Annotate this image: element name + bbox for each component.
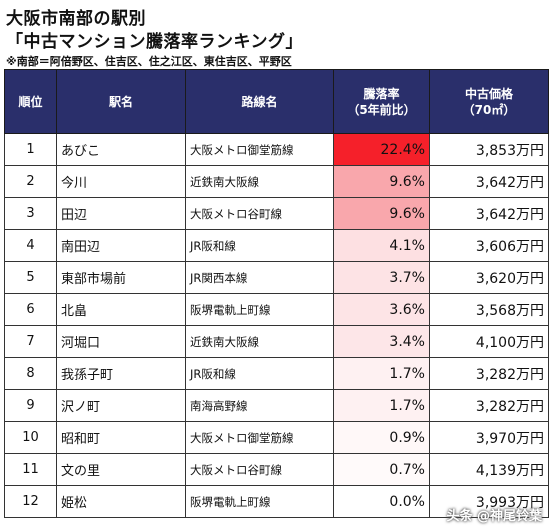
- watermark: 头条 @神尾铃葉: [446, 509, 542, 524]
- rate-cell: 3.7%: [333, 261, 430, 294]
- station-cell: 東部市場前: [56, 261, 186, 294]
- rate-cell: 9.6%: [333, 197, 430, 230]
- rank-cell: 9: [4, 389, 57, 422]
- price-cell: 3,970万円: [429, 421, 549, 454]
- rank-cell: 12: [4, 485, 57, 518]
- ranking-table: 順位 駅名 路線名 騰落率 （5年前比） 中古価格 （70㎡） 1 あびこ 大阪メト…: [4, 69, 549, 518]
- header-price: 中古価格 （70㎡）: [429, 69, 549, 134]
- rate-cell: 22.4%: [333, 133, 430, 166]
- price-cell: 3,853万円: [429, 133, 549, 166]
- table-row: 6 北畠 阪堺電軌上町線 3.6% 3,568万円: [4, 293, 549, 326]
- table-row: 10 昭和町 大阪メトロ御堂筋線 0.9% 3,970万円: [4, 421, 549, 454]
- header-rate-sub: （5年前比）: [347, 102, 416, 117]
- table-row: 2 今川 近鉄南大阪線 9.6% 3,642万円: [4, 165, 549, 198]
- station-cell: 我孫子町: [56, 357, 186, 390]
- station-cell: 今川: [56, 165, 186, 198]
- rate-cell: 3.4%: [333, 325, 430, 358]
- rank-cell: 8: [4, 357, 57, 390]
- price-cell: 3,642万円: [429, 165, 549, 198]
- price-cell: 3,282万円: [429, 389, 549, 422]
- rank-cell: 10: [4, 421, 57, 454]
- header-station: 駅名: [56, 69, 186, 134]
- rank-cell: 2: [4, 165, 57, 198]
- rate-cell: 0.0%: [333, 485, 430, 518]
- rank-cell: 7: [4, 325, 57, 358]
- page-title: 大阪市南部の駅別: [6, 9, 146, 29]
- rate-cell: 1.7%: [333, 357, 430, 390]
- table-row: 11 文の里 大阪メトロ谷町線 0.7% 4,139万円: [4, 453, 549, 486]
- line-cell: JR阪和線: [185, 229, 334, 262]
- station-cell: 昭和町: [56, 421, 186, 454]
- rank-cell: 1: [4, 133, 57, 166]
- header-price-sub: （70㎡）: [462, 102, 516, 117]
- line-cell: 大阪メトロ谷町線: [185, 453, 334, 486]
- table-row: 1 あびこ 大阪メトロ御堂筋線 22.4% 3,853万円: [4, 133, 549, 166]
- price-cell: 3,606万円: [429, 229, 549, 262]
- line-cell: 阪堺電軌上町線: [185, 485, 334, 518]
- line-cell: 大阪メトロ御堂筋線: [185, 421, 334, 454]
- table-row: 12 姫松 阪堺電軌上町線 0.0% 3,993万円: [4, 485, 549, 518]
- station-cell: 河堀口: [56, 325, 186, 358]
- price-cell: 4,100万円: [429, 325, 549, 358]
- rate-cell: 0.9%: [333, 421, 430, 454]
- line-cell: 近鉄南大阪線: [185, 165, 334, 198]
- station-cell: あびこ: [56, 133, 186, 166]
- rate-cell: 3.6%: [333, 293, 430, 326]
- header-price-label: 中古価格: [464, 86, 513, 101]
- station-cell: 南田辺: [56, 229, 186, 262]
- table-row: 4 南田辺 JR阪和線 4.1% 3,606万円: [4, 229, 549, 262]
- price-cell: 3,642万円: [429, 197, 549, 230]
- line-cell: 大阪メトロ御堂筋線: [185, 133, 334, 166]
- line-cell: JR関西本線: [185, 261, 334, 294]
- line-cell: 大阪メトロ谷町線: [185, 197, 334, 230]
- price-cell: 3,282万円: [429, 357, 549, 390]
- table-row: 9 沢ノ町 南海高野線 1.7% 3,282万円: [4, 389, 549, 422]
- table-row: 8 我孫子町 JR阪和線 1.7% 3,282万円: [4, 357, 549, 390]
- station-cell: 北畠: [56, 293, 186, 326]
- header-rank: 順位: [4, 69, 57, 134]
- line-cell: 南海高野線: [185, 389, 334, 422]
- rank-cell: 4: [4, 229, 57, 262]
- line-cell: 阪堺電軌上町線: [185, 293, 334, 326]
- header-line: 路線名: [185, 69, 334, 134]
- table-row: 5 東部市場前 JR関西本線 3.7% 3,620万円: [4, 261, 549, 294]
- rate-cell: 0.7%: [333, 453, 430, 486]
- station-cell: 沢ノ町: [56, 389, 186, 422]
- rate-cell: 4.1%: [333, 229, 430, 262]
- rank-cell: 3: [4, 197, 57, 230]
- rate-cell: 9.6%: [333, 165, 430, 198]
- price-cell: 4,139万円: [429, 453, 549, 486]
- station-cell: 姫松: [56, 485, 186, 518]
- area-note: ※南部＝阿倍野区、住吉区、住之江区、東住吉区、平野区: [6, 55, 292, 68]
- station-cell: 文の里: [56, 453, 186, 486]
- rank-cell: 11: [4, 453, 57, 486]
- line-cell: 近鉄南大阪線: [185, 325, 334, 358]
- table-row: 7 河堀口 近鉄南大阪線 3.4% 4,100万円: [4, 325, 549, 358]
- price-cell: 3,568万円: [429, 293, 549, 326]
- header-rate: 騰落率 （5年前比）: [333, 69, 430, 134]
- price-cell: 3,993万円: [429, 485, 549, 518]
- table-row: 3 田辺 大阪メトロ谷町線 9.6% 3,642万円: [4, 197, 549, 230]
- header-rate-label: 騰落率: [363, 86, 400, 101]
- line-cell: JR阪和線: [185, 357, 334, 390]
- rank-cell: 6: [4, 293, 57, 326]
- table-header-row: 順位 駅名 路線名 騰落率 （5年前比） 中古価格 （70㎡）: [4, 69, 549, 134]
- station-cell: 田辺: [56, 197, 186, 230]
- page-subtitle: 「中古マンション騰落率ランキング」: [6, 32, 303, 52]
- rank-cell: 5: [4, 261, 57, 294]
- price-cell: 3,620万円: [429, 261, 549, 294]
- rate-cell: 1.7%: [333, 389, 430, 422]
